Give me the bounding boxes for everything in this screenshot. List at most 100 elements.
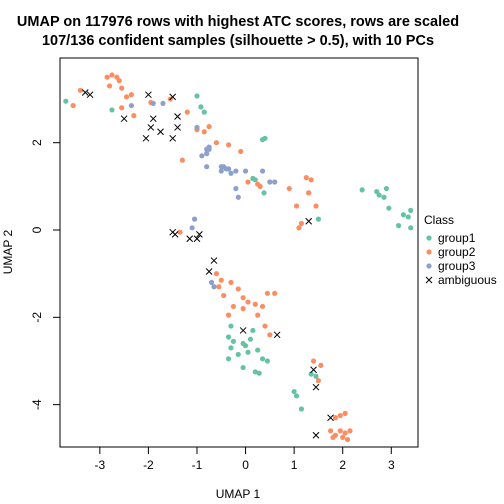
point-group1 (242, 343, 249, 349)
point-group1 (405, 214, 411, 220)
point-group1 (252, 177, 258, 183)
point-group1 (381, 194, 387, 200)
point-group3 (242, 168, 249, 174)
point-group2 (179, 157, 186, 163)
point-group2 (330, 434, 336, 440)
point-group2 (245, 179, 251, 185)
point-group2 (332, 415, 339, 421)
point-group2 (123, 94, 130, 100)
point-group2 (344, 436, 351, 443)
point-group2 (310, 358, 317, 364)
point-group1 (359, 187, 365, 193)
point-group1 (383, 185, 390, 192)
point-ambiguous (210, 257, 218, 264)
point-ambiguous (81, 89, 89, 96)
legend-item-ambiguous: ambiguous (425, 273, 497, 287)
point-group1 (400, 212, 407, 218)
point-group1 (408, 225, 414, 231)
point-group2 (337, 412, 343, 419)
point-ambiguous (310, 366, 317, 374)
point-group3 (211, 284, 217, 290)
point-group2 (342, 410, 348, 416)
point-group1 (225, 334, 232, 340)
point-group3 (128, 102, 135, 109)
point-group2 (221, 292, 227, 299)
point-group2 (308, 177, 314, 183)
legend-title: Class (424, 213, 454, 227)
point-group3 (272, 179, 278, 185)
point-group1 (255, 347, 261, 353)
point-group1 (194, 93, 200, 99)
x-tick-label: 2 (339, 458, 346, 472)
point-group1 (293, 393, 300, 399)
point-group2 (240, 306, 246, 312)
legend-item-group3: group3 (426, 259, 476, 273)
point-group3 (204, 151, 210, 157)
legend-label: group1 (438, 231, 476, 245)
y-axis: -4 -2 0 2 (30, 139, 61, 410)
point-group1 (230, 338, 237, 344)
point-ambiguous (174, 124, 181, 131)
y-tick-label: -4 (30, 399, 44, 410)
point-group2 (131, 113, 137, 119)
point-group3 (259, 168, 266, 174)
x-tick-label: -2 (143, 458, 154, 472)
point-group2 (337, 428, 343, 434)
point-group1 (245, 349, 251, 355)
point-ambiguous (239, 327, 247, 334)
point-group1 (198, 104, 204, 110)
x-tick-label: 1 (291, 458, 298, 472)
point-group1 (291, 388, 297, 395)
point-group2 (306, 190, 312, 196)
point-group2 (327, 428, 334, 434)
point-group1 (228, 323, 234, 329)
point-ambiguous (312, 431, 320, 439)
point-group1 (386, 205, 392, 211)
point-group2 (340, 434, 346, 440)
point-ambiguous (157, 128, 164, 136)
point-ambiguous (169, 93, 177, 101)
point-group3 (150, 100, 156, 107)
point-ambiguous (169, 134, 177, 142)
point-group1 (256, 370, 262, 376)
point-group3 (206, 146, 212, 152)
y-tick-label: -2 (30, 312, 44, 323)
point-group3 (191, 216, 198, 222)
chart-title-line1: UMAP on 117976 rows with highest ATC sco… (17, 14, 459, 30)
point-group2 (264, 290, 271, 296)
point-group1 (259, 356, 266, 362)
point-group2 (70, 102, 76, 109)
point-group1 (109, 107, 115, 113)
point-ambiguous (147, 124, 155, 131)
point-group2 (213, 271, 220, 277)
point-group2 (213, 140, 220, 146)
point-group3 (218, 168, 224, 174)
point-ambiguous (305, 217, 313, 225)
point-group2 (255, 312, 261, 318)
point-group2 (267, 332, 273, 338)
point-group1 (240, 364, 246, 371)
point-group1 (201, 109, 207, 115)
point-group2 (225, 142, 232, 148)
point-group2 (315, 378, 322, 384)
point-ambiguous (186, 235, 194, 243)
point-group1 (247, 336, 254, 342)
point-group2 (116, 78, 122, 84)
chart-title-line2: 107/136 confident samples (silhouette > … (42, 33, 434, 49)
point-ambiguous (86, 91, 94, 99)
point-ambiguous (120, 115, 128, 123)
point-group2 (318, 362, 324, 368)
x-axis-label: UMAP 1 (216, 487, 261, 501)
point-group3 (194, 124, 200, 131)
point-group2 (230, 303, 237, 310)
point-group2 (128, 92, 135, 98)
legend-label: group3 (438, 259, 476, 273)
point-group2 (293, 203, 300, 209)
point-group2 (342, 430, 348, 436)
point-group1 (313, 373, 319, 379)
point-ambiguous (312, 383, 320, 391)
point-group3 (233, 185, 239, 192)
point-group2 (201, 129, 207, 135)
point-ambiguous (196, 231, 203, 238)
